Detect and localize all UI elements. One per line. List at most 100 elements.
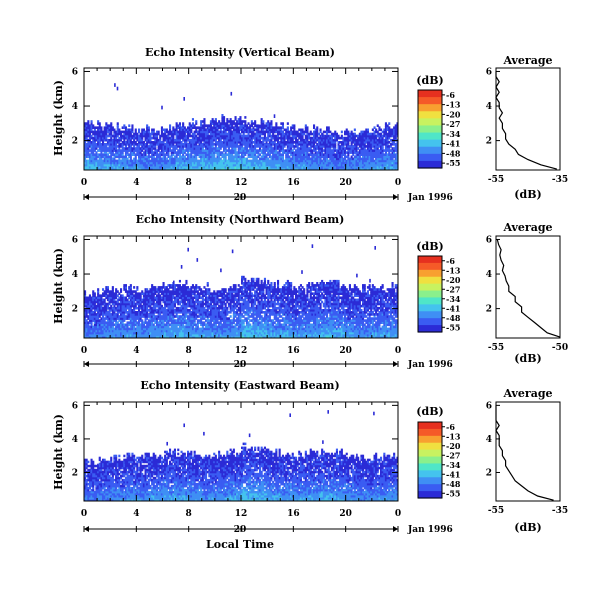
heatmap-cell [95,327,98,331]
heatmap-cell [255,124,258,127]
heatmap-cell [226,161,229,165]
heatmap-cell [380,132,383,136]
heatmap-cell [141,331,144,335]
heatmap-cell [393,141,396,144]
heatmap-cell [304,157,307,161]
heatmap-cell [85,122,88,125]
heatmap-cell [376,157,379,161]
heatmap-cell [108,327,111,331]
heatmap-cell [275,128,278,132]
heatmap-cell [329,159,332,163]
heatmap-cell [196,126,199,129]
heatmap-cell [88,165,91,169]
heatmap-cell [157,298,160,302]
heatmap-cell [272,126,275,129]
heatmap-cell [319,161,322,165]
heatmap-cell [236,134,239,138]
heatmap-cell [234,141,237,144]
heatmap-cell [115,130,118,134]
heatmap-cell [348,161,351,165]
heatmap-cell [180,126,183,129]
heatmap-cell [309,163,312,167]
heatmap-cell [85,323,88,327]
heatmap-cell [329,149,332,152]
heatmap-cell [260,161,263,165]
heatmap-cell [209,136,212,140]
heatmap-cell [278,163,281,167]
heatmap-cell [102,288,105,291]
heatmap-cell [149,325,152,329]
heatmap-cell [209,134,212,138]
heatmap-cell [273,151,276,154]
heatmap-cell [221,161,224,165]
heatmap-cell [118,327,121,331]
heatmap-cell [278,153,281,156]
heatmap-cell [301,153,304,156]
heatmap-cell [213,165,216,169]
heatmap-cell [193,151,196,154]
heatmap-cell [133,302,136,306]
heatmap-cell [87,132,90,136]
heatmap-cell [159,153,162,156]
heatmap-cell [177,130,180,134]
heatmap-cell [214,124,217,127]
heatmap-cell [123,134,126,138]
heatmap-cell [159,294,162,297]
heatmap-cell [152,167,155,171]
heatmap-cell [355,161,358,165]
heatmap-cell [172,157,175,161]
heatmap-cell [172,141,175,144]
heatmap-cell [327,161,330,165]
heatmap-cell [154,333,157,337]
heatmap-cell [169,147,172,150]
heatmap-cell [139,296,142,300]
heatmap-cell [165,161,168,165]
heatmap-cell [295,145,298,148]
heatmap-cell [90,167,93,171]
heatmap-cell [169,315,172,318]
heatmap-cell [195,136,198,140]
heatmap-cell [106,304,109,308]
heatmap-cell [239,122,242,125]
heatmap-cell [156,302,159,306]
heatmap-cell [219,159,222,163]
heatmap-cell [234,134,237,138]
heatmap-cell [131,126,134,129]
heatmap-cell [131,323,134,327]
heatmap-cell [198,141,201,144]
heatmap-cell [118,306,121,310]
heatmap-cell [229,134,232,138]
heatmap-cell [201,155,204,159]
heatmap-cell [244,147,247,150]
heatmap-cell [213,120,216,123]
heatmap-cell [314,134,317,138]
heatmap-cell [224,151,227,154]
heatmap-cell [313,130,316,134]
heatmap-cell [133,294,136,297]
heatmap-cell [162,335,165,339]
heatmap-cell [368,141,371,144]
heatmap-cell [223,130,226,134]
heatmap-cell [162,155,165,159]
heatmap-cell [391,143,394,146]
heatmap-cell [111,288,114,291]
heatmap-cell [231,153,234,156]
heatmap-cell [378,145,381,148]
heatmap-cell [93,147,96,150]
heatmap-cell [373,167,376,171]
heatmap-cell [121,145,124,148]
colorbar-tick-label: -27 [446,119,460,129]
heatmap-cell [319,147,322,150]
heatmap-cell [138,321,141,324]
colorbar-frame [417,89,443,169]
heatmap-cell [205,138,208,142]
heatmap-cell [156,143,159,146]
heatmap-cell [357,155,360,159]
heatmap-cell [378,149,381,152]
heatmap-cell [162,321,165,324]
heatmap-cell [252,145,255,148]
heatmap-cell [95,333,98,337]
heatmap-cell [386,126,389,129]
heatmap-cell [102,317,105,320]
heatmap-cell [84,315,87,318]
